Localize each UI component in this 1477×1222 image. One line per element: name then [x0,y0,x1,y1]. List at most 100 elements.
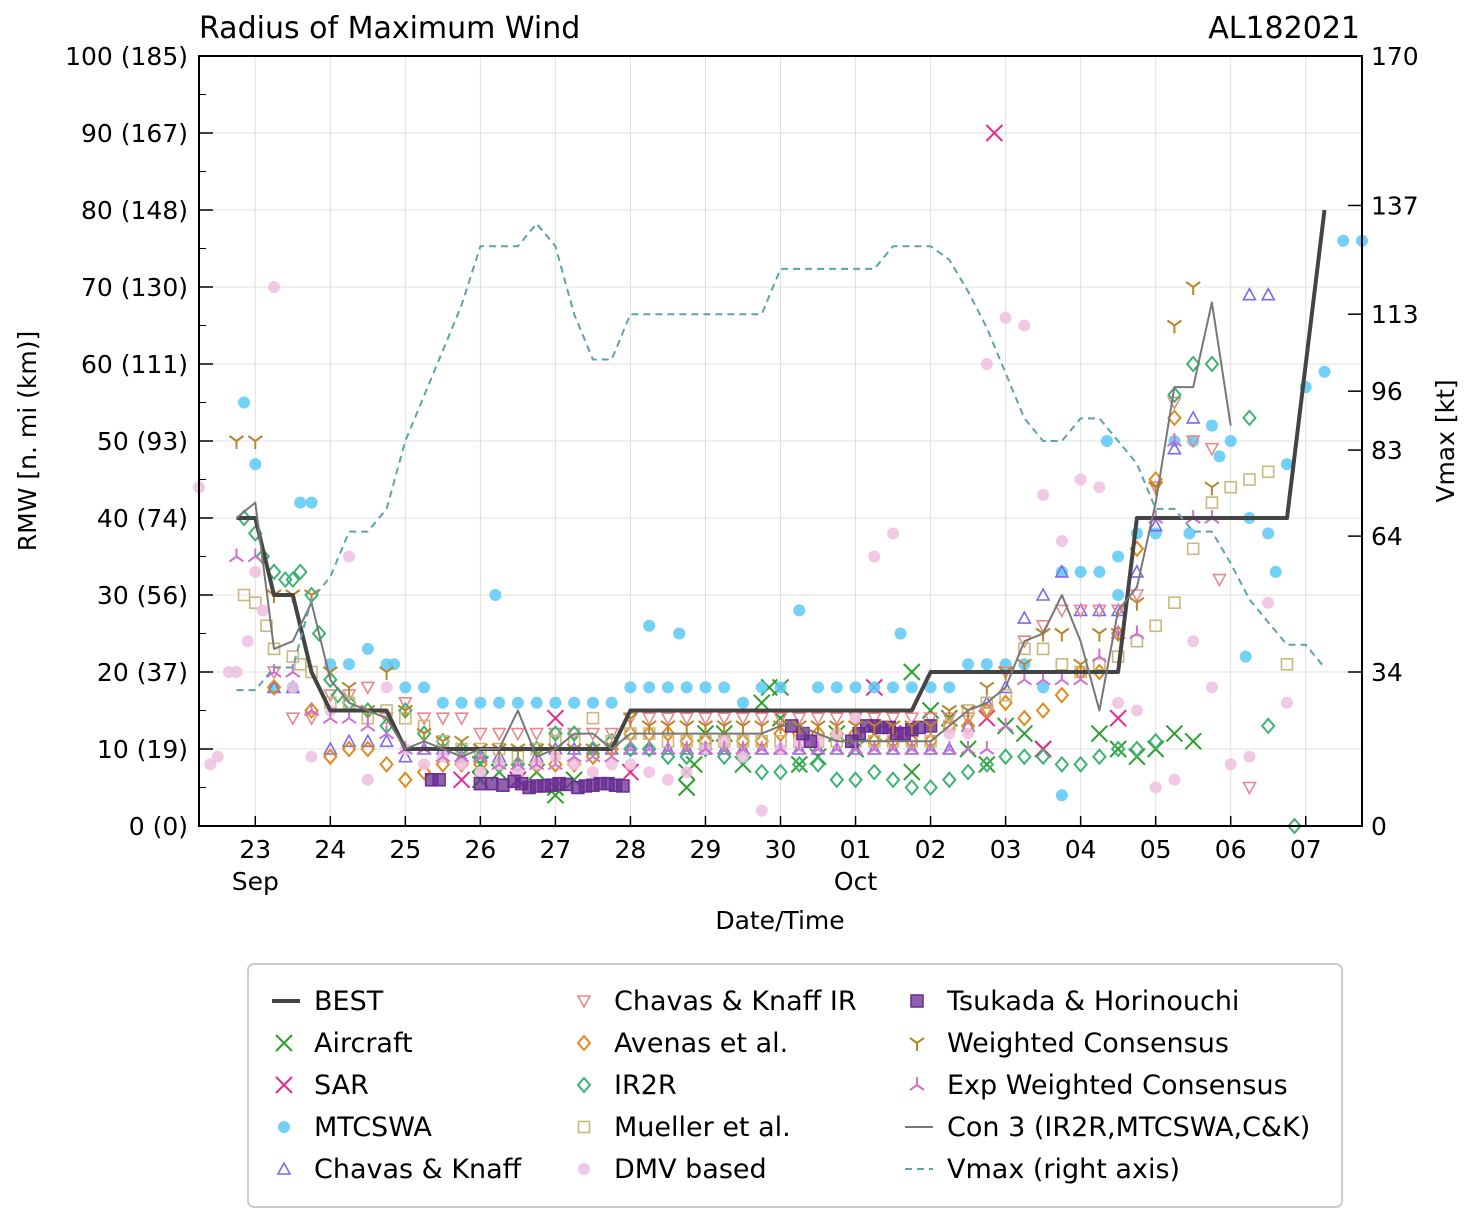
weighted-consensus-point [847,720,864,734]
chavas-knaff-point [716,741,732,755]
chavas-knaff-point [754,741,770,755]
dmv-based-point [361,773,374,786]
series-mtcswa [238,234,1368,802]
legend-label: Con 3 (IR2R,MTCSWA,C&K) [947,1112,1310,1143]
legend-item-con-3-ir2r-mtcswa-c-k: Con 3 (IR2R,MTCSWA,C&K) [905,1112,1310,1143]
mtcswa-point [1055,789,1068,802]
avenas-et-al-point [341,740,357,758]
dmv-based-point [286,681,299,694]
weighted-consensus-point [904,720,920,734]
exp-weighted-consensus-point [697,741,714,755]
sar-point [1109,709,1127,727]
chavas-knaff-point [829,741,845,755]
legend-item-aircraft: Aircraft [275,1028,413,1059]
legend-swatch [577,1120,591,1134]
tsukada-horinouchi-point [803,734,818,749]
mtcswa-point [980,658,993,671]
ir2r-point [1167,386,1182,404]
y-axis-title: RMW [n. mi (km)] [13,331,42,551]
ir2r-point [1035,748,1051,766]
weighted-consensus-point [228,435,245,449]
y-tick-label: 90 (167) [81,119,188,148]
x-tick-label: 28 [615,835,647,864]
mtcswa-point [1337,234,1350,247]
chavas-knaff-ir-point [679,712,695,726]
chavas-knaff-point [904,741,920,755]
ir2r-point [1204,355,1220,373]
mueller-et-al-point [293,657,307,671]
avenas-et-al-point [1017,709,1032,727]
mueller-et-al-point [1055,657,1069,671]
mtcswa-point [1037,681,1050,694]
avenas-et-al-point [266,678,282,696]
mueller-et-al-point [1168,596,1181,610]
legend-label: Chavas & Knaff [314,1154,523,1185]
dmv-based-point [736,750,749,763]
mtcswa-point [1269,565,1282,578]
x-tick-label: 07 [1290,835,1322,864]
mtcswa-point [1239,650,1252,663]
legend-swatch [576,1076,592,1094]
ir2r-point [866,763,882,781]
legend-swatch [276,1161,292,1175]
avenas-et-al-point [585,748,601,766]
chavas-knaff-ir-point [1242,781,1257,796]
x-tick-sublabel: Sep [232,867,279,896]
mtcswa-point [1280,458,1293,471]
chavas-knaff-ir-point [1054,604,1070,619]
mtcswa-point [361,642,374,655]
weighted-consensus-point [416,727,432,742]
legend-item-vmax-right-axis: Vmax (right axis) [905,1154,1180,1185]
exp-weighted-consensus-point [866,741,882,755]
mtcswa-point [943,681,956,694]
chavas-knaff-point [641,741,657,755]
ir2r-point [773,763,788,781]
ir2r-point [885,771,901,789]
exp-weighted-consensus-point [679,741,695,755]
exp-weighted-consensus-point [622,741,639,755]
mtcswa-point [924,681,937,694]
avenas-et-al-point [322,748,338,766]
mtcswa-point [894,627,907,640]
chavas-knaff-ir-point [529,727,544,742]
legend-swatch [578,1163,590,1175]
series-con-3-ir2r-mtcswa-c-k [235,301,1232,758]
x-tick-label: 02 [915,835,947,864]
legend-item-ir2r: IR2R [576,1070,677,1101]
legend-label: IR2R [614,1070,677,1101]
chavas-knaff-ir-point [660,712,676,726]
mtcswa-point [1183,527,1196,540]
y2-tick-label: 0 [1371,812,1387,841]
mtcswa-point [305,496,318,509]
tsukada-horinouchi-point [432,773,446,787]
legend-label: Exp Weighted Consensus [947,1070,1288,1101]
dmv-based-point [1018,319,1031,332]
dmv-based-point [1280,696,1293,709]
dmv-based-point [1149,781,1162,794]
mtcswa-point [905,681,918,694]
series-weighted-consensus [228,281,1220,757]
mtcswa-point [1262,527,1275,540]
mueller-et-al-point [237,588,251,602]
exp-weighted-consensus-point [791,741,807,755]
series-layer [193,124,1368,835]
legend-label: Chavas & Knaff IR [614,986,857,1017]
chavas-knaff-ir-point [923,712,938,726]
aircraft-point [790,755,808,774]
mueller-et-al-point [567,734,581,748]
avenas-et-al-point [1035,701,1051,720]
ir2r-point [623,740,638,758]
exp-weighted-consensus-point [378,725,395,740]
x-tick-label: 27 [539,835,571,864]
chavas-knaff-ir-point [473,727,488,742]
ir2r-point [641,740,657,758]
legend-swatch [909,1077,925,1091]
x-axis-title: Date/Time [715,906,844,935]
mueller-et-al-point [417,719,431,733]
mtcswa-point [249,458,262,471]
chavas-knaff-point [360,733,376,748]
legend-swatch [910,994,924,1008]
ir2r-point [1148,732,1163,750]
weighted-consensus-point [697,720,714,734]
ir2r-point [322,671,338,689]
